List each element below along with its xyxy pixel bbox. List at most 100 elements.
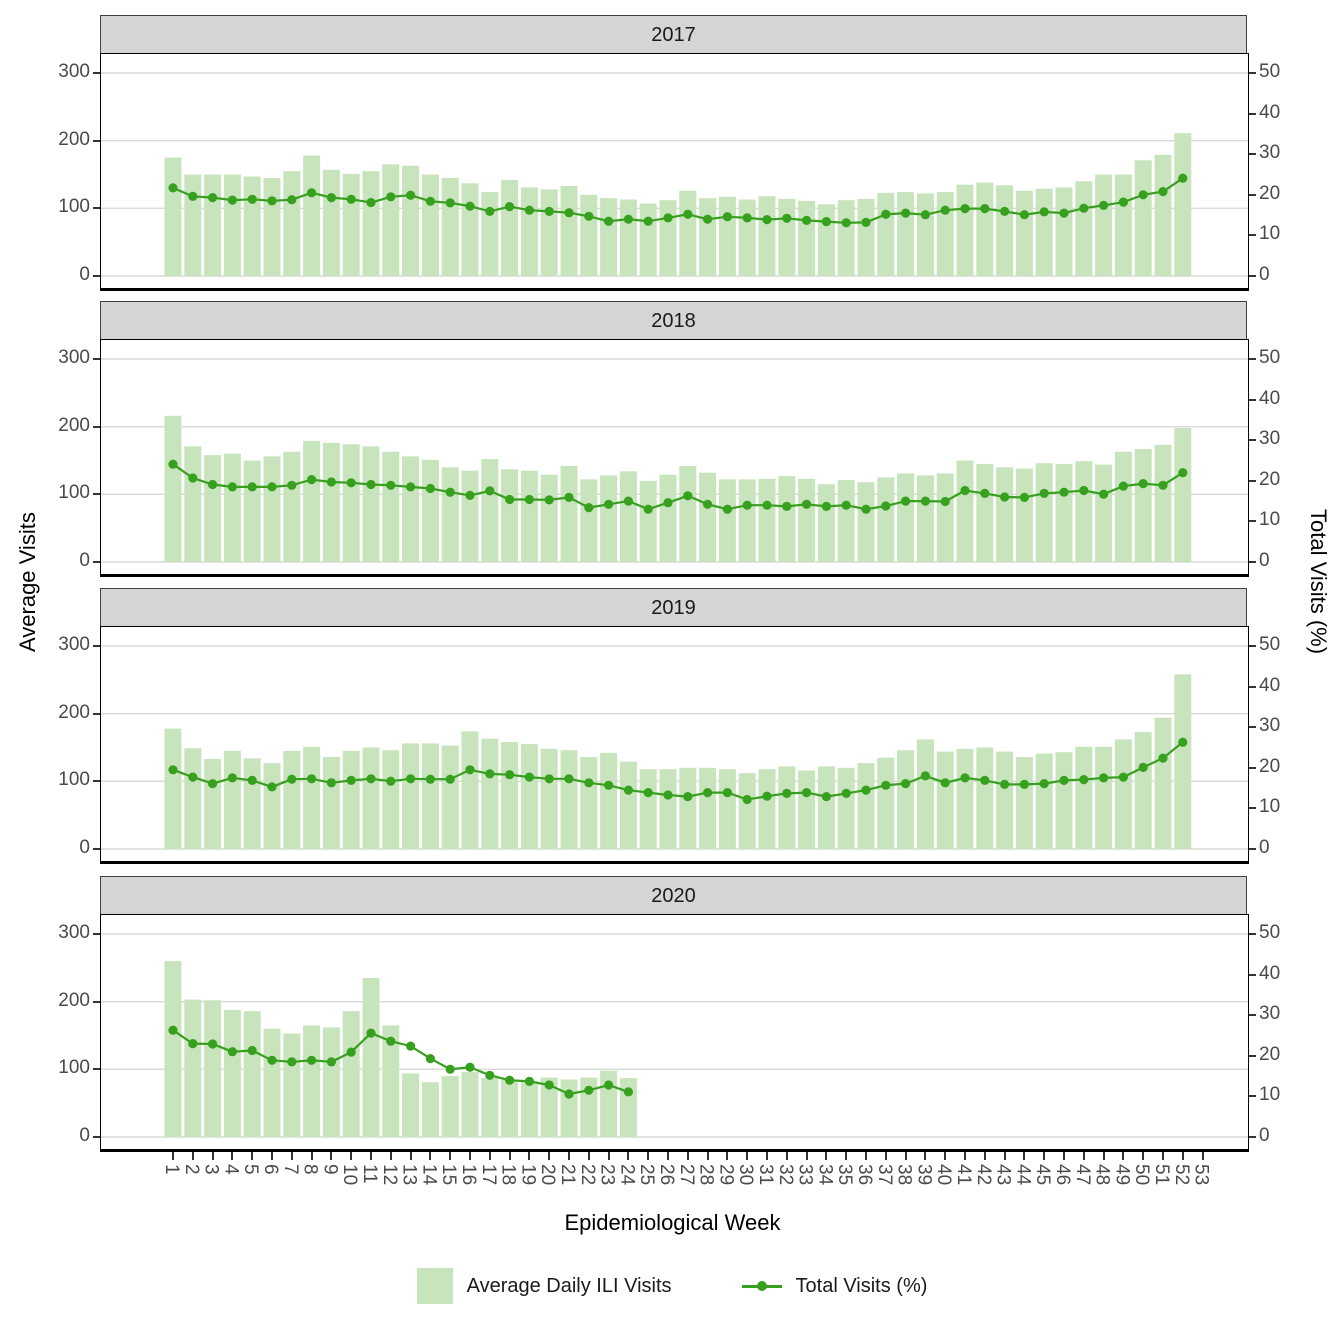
pct-point-week-19 [524, 494, 534, 505]
bar-week-48 [1095, 464, 1113, 562]
x-tick [805, 1152, 808, 1160]
bar-week-8 [303, 155, 321, 276]
y-right-tick-label: 0 [1259, 837, 1270, 858]
pct-point-week-1 [168, 1025, 178, 1035]
pct-point-week-20 [544, 495, 554, 505]
bar-week-38 [897, 192, 915, 276]
x-tick-label: 47 [1071, 1164, 1093, 1186]
bar-week-22 [580, 194, 598, 276]
pct-point-week-39 [920, 496, 931, 506]
pct-line [172, 1029, 629, 1096]
bar-week-44 [1015, 757, 1033, 849]
pct-point-week-12 [386, 192, 396, 202]
pct-point-week-47 [1079, 203, 1089, 213]
bar-week-11 [362, 747, 380, 849]
bar-week-29 [718, 196, 736, 276]
pct-point-week-48 [1099, 489, 1109, 499]
x-tick [528, 1152, 531, 1160]
pct-point-week-9 [326, 193, 336, 203]
x-tick [1201, 1152, 1204, 1160]
y-left-tick-label: 200 [58, 414, 90, 436]
pct-point-week-14 [425, 196, 435, 206]
pct-point-week-44 [1019, 492, 1029, 502]
x-tick-label: 2 [180, 1164, 202, 1175]
bar-week-15 [441, 1076, 459, 1137]
pct-point-week-50 [1138, 190, 1148, 200]
pct-point-week-52 [1178, 468, 1188, 478]
pct-point-week-20 [544, 206, 554, 216]
bar-week-21 [560, 465, 578, 562]
legend-line-label: Total Visits (%) [795, 1274, 928, 1297]
x-tick [667, 1152, 669, 1160]
x-tick-label: 35 [834, 1164, 856, 1186]
x-tick [211, 1152, 214, 1160]
pct-point-week-14 [425, 483, 435, 494]
bar-week-36 [857, 198, 875, 276]
bar-week-18 [501, 469, 519, 562]
x-tick [1082, 1152, 1085, 1160]
bar-week-28 [699, 767, 717, 849]
bar-week-46 [1055, 752, 1073, 849]
pct-point-week-32 [782, 213, 792, 223]
y-left-tick [93, 139, 100, 142]
pct-point-week-32 [782, 501, 792, 511]
pct-point-week-10 [346, 194, 356, 204]
bar-week-17 [481, 738, 499, 849]
pct-point-week-16 [465, 201, 475, 211]
bar-week-40 [936, 192, 954, 276]
pct-point-week-21 [564, 208, 574, 218]
facet-panel-2018 [100, 339, 1249, 577]
bar-week-25 [639, 203, 657, 276]
pct-point-week-28 [703, 788, 713, 798]
x-tick [884, 1152, 887, 1160]
pct-point-week-24 [623, 496, 634, 506]
bar-week-5 [243, 758, 261, 849]
y-right-tick [1249, 933, 1256, 935]
x-tick [488, 1152, 491, 1160]
bar-week-1 [164, 157, 182, 276]
y-left-tick-label: 100 [58, 482, 90, 504]
bar-week-39 [916, 475, 934, 562]
pct-point-week-50 [1138, 479, 1148, 489]
pct-point-week-8 [307, 1055, 317, 1065]
bar-week-33 [798, 200, 816, 276]
pct-point-week-30 [742, 500, 752, 510]
y-left-tick [93, 207, 100, 210]
y-right-tick-label: 0 [1259, 1125, 1270, 1146]
bar-week-31 [758, 769, 776, 849]
bar-week-30 [738, 479, 756, 562]
y-left-tick [93, 358, 100, 360]
y-right-tick-label: 20 [1259, 755, 1281, 777]
pct-point-week-12 [386, 480, 396, 490]
bar-week-16 [461, 470, 479, 562]
bar-week-38 [897, 750, 915, 849]
bar-week-35 [837, 480, 855, 562]
bar-week-13 [402, 743, 420, 849]
pct-point-week-49 [1118, 197, 1128, 207]
pct-point-week-49 [1118, 481, 1128, 491]
bar-week-50 [1134, 160, 1152, 276]
x-tick [746, 1152, 749, 1160]
y-right-tick-label: 10 [1259, 1084, 1281, 1106]
bar-week-14 [421, 459, 439, 562]
bar-week-14 [421, 174, 439, 276]
pct-point-week-43 [1000, 492, 1010, 502]
pct-point-week-4 [227, 195, 237, 205]
x-tick-label: 43 [992, 1164, 1014, 1186]
bar-key-icon [416, 1268, 453, 1304]
bar-week-24 [619, 1078, 637, 1137]
pct-point-week-30 [742, 794, 752, 805]
x-tick [944, 1152, 947, 1160]
x-tick [271, 1152, 273, 1160]
bar-week-17 [481, 192, 499, 276]
y-right-tick-label: 50 [1259, 347, 1281, 368]
bar-week-10 [342, 444, 360, 562]
bar-week-15 [441, 177, 459, 276]
bar-week-42 [976, 463, 994, 562]
bar-week-48 [1095, 746, 1113, 849]
x-tick [1063, 1152, 1065, 1160]
pct-point-week-17 [485, 206, 495, 216]
bar-week-37 [877, 757, 895, 849]
bar-week-20 [540, 189, 558, 276]
pct-point-week-17 [485, 1070, 495, 1080]
